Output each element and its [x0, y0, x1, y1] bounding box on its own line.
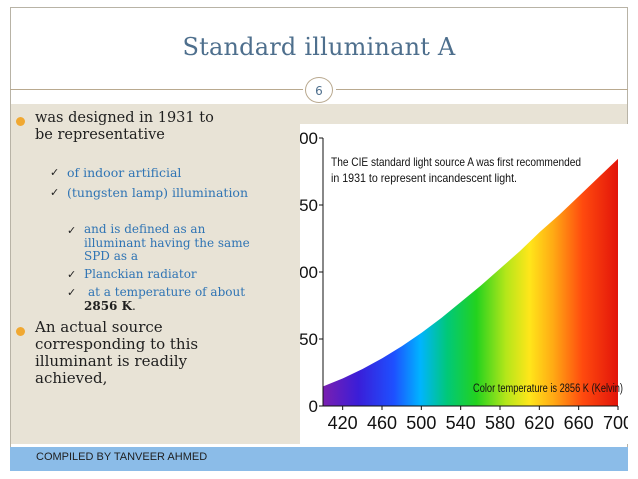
y-tick-label: 150: [300, 196, 318, 215]
sub-bullet-1: of indoor artificial: [67, 165, 182, 180]
bullet-main-1-line-2: be representative: [35, 127, 165, 143]
x-tick-label: 580: [485, 413, 515, 433]
bullet-main-2-line-3: illuminant is readily: [35, 352, 188, 370]
spd-chart-svg: 0 50 100 150 200 420 460 500 540 580 620 660 700 The…: [290, 129, 633, 433]
x-tick-label: 460: [367, 413, 397, 433]
sub-bullet-3-line-3: SPD as a: [84, 249, 139, 263]
spectrum-area: [323, 158, 618, 406]
checkmark-icon: ✓: [67, 286, 77, 299]
spd-chart: 0 50 100 150 200 420 460 500 540 580 620 660 700 The…: [290, 124, 633, 444]
sub-bullet-5-line-2: 2856 K.: [84, 299, 245, 313]
x-tick-label: 700: [603, 413, 628, 433]
bullet-icon: [16, 327, 25, 336]
bullet-main-2-line-1: An actual source: [35, 318, 163, 336]
checkmark-icon: ✓: [67, 268, 77, 281]
sub-bullet-3: and is defined as an illuminant having t…: [84, 222, 250, 264]
x-tick-label: 420: [328, 413, 358, 433]
chart-title-line-2: in 1931 to represent incandescent light.: [331, 171, 517, 185]
x-tick-label: 500: [406, 413, 436, 433]
y-tick-label: 50: [300, 330, 318, 349]
chart-plot-area: 0 50 100 150 200 420 460 500 540 580 620 660 700: [290, 129, 633, 433]
page-number-badge: 6: [305, 77, 333, 103]
bullet-icon: [16, 117, 25, 126]
chart-annotation: Color temperature is 2856 K (Kelvin): [473, 383, 623, 395]
title-divider-right: [336, 89, 628, 90]
y-tick-label: 200: [300, 129, 318, 148]
checkmark-icon: ✓: [50, 166, 60, 179]
sub-bullet-5-line-1: at a temperature of about: [88, 285, 246, 299]
footer-credit: COMPILED BY TANVEER AHMED: [36, 451, 208, 463]
sub-bullet-5: at a temperature of about 2856 K.: [84, 285, 245, 313]
checkmark-icon: ✓: [67, 224, 77, 237]
spd-curve-line: [322, 157, 619, 387]
slide-title: Standard illuminant A: [182, 33, 456, 61]
chart-title-line-1: The CIE standard light source A was firs…: [331, 155, 581, 169]
sub-bullet-3-line-1: and is defined as an: [84, 222, 206, 236]
bullet-main-1-line-1: was designed in 1931 to: [35, 110, 214, 126]
sub-bullet-2: (tungsten lamp) illumination: [67, 185, 249, 200]
sub-bullet-4: Planckian radiator: [84, 267, 197, 281]
x-tick-label: 620: [524, 413, 554, 433]
bullet-main-2-line-4: achieved,: [35, 369, 108, 387]
x-tick-label: 540: [446, 413, 476, 433]
footer-bar: COMPILED BY TANVEER AHMED: [10, 447, 628, 471]
sub-bullet-5-end: .: [132, 299, 136, 313]
sub-bullet-3-line-2: illuminant having the same: [84, 235, 250, 250]
y-tick-label: 0: [309, 397, 318, 416]
checkmark-icon: ✓: [50, 186, 60, 199]
bullet-main-2-line-2: corresponding to this: [35, 335, 199, 353]
x-tick-label: 660: [564, 413, 594, 433]
bullet-main-1: was designed in 1931 to be representativ…: [35, 110, 214, 144]
y-tick-label: 100: [300, 263, 318, 282]
bullet-main-2: An actual source corresponding to this i…: [35, 319, 198, 387]
temperature-value: 2856 K: [84, 299, 133, 313]
title-divider-left: [10, 89, 303, 90]
